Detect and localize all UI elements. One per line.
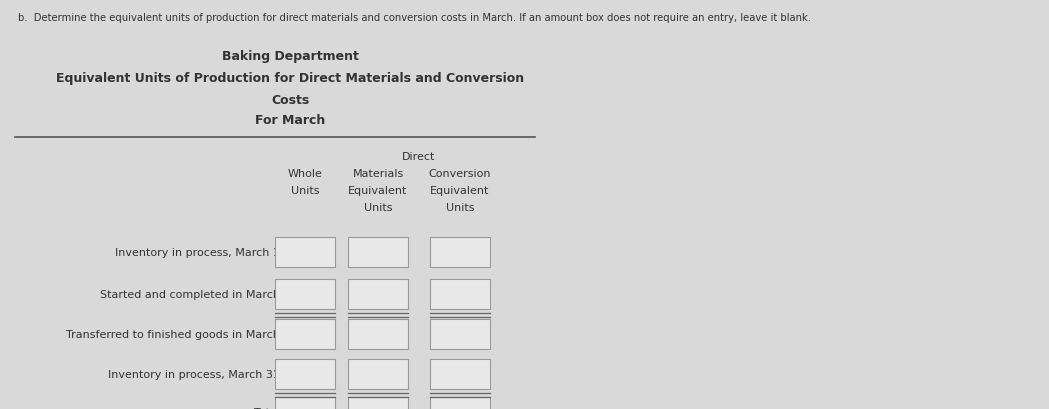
Text: Units: Units <box>364 202 392 213</box>
Text: Equivalent: Equivalent <box>430 186 490 196</box>
Bar <box>348 359 408 389</box>
Text: Total: Total <box>254 407 280 409</box>
Bar <box>348 237 408 267</box>
Text: Direct: Direct <box>403 152 435 162</box>
Text: Units: Units <box>446 202 474 213</box>
Text: Transferred to finished goods in March: Transferred to finished goods in March <box>66 329 280 339</box>
Text: Units: Units <box>291 186 319 196</box>
Bar <box>348 397 408 409</box>
Bar <box>348 319 408 349</box>
Text: Equivalent Units of Production for Direct Materials and Conversion: Equivalent Units of Production for Direc… <box>56 72 524 85</box>
Bar <box>348 279 408 309</box>
Bar <box>275 279 335 309</box>
Bar <box>430 279 490 309</box>
Text: Conversion: Conversion <box>429 169 491 179</box>
Text: Costs: Costs <box>271 94 309 107</box>
Bar <box>275 319 335 349</box>
Bar <box>275 359 335 389</box>
Bar <box>430 359 490 389</box>
Bar <box>430 397 490 409</box>
Text: Inventory in process, March 1: Inventory in process, March 1 <box>115 247 280 257</box>
Text: Whole: Whole <box>287 169 322 179</box>
Bar <box>430 319 490 349</box>
Bar <box>275 397 335 409</box>
Text: b.  Determine the equivalent units of production for direct materials and conver: b. Determine the equivalent units of pro… <box>18 13 811 23</box>
Bar <box>275 237 335 267</box>
Text: Materials: Materials <box>352 169 404 179</box>
Text: Inventory in process, March 31: Inventory in process, March 31 <box>108 369 280 379</box>
Text: Equivalent: Equivalent <box>348 186 408 196</box>
Text: Baking Department: Baking Department <box>221 50 359 63</box>
Text: For March: For March <box>255 114 325 127</box>
Text: Started and completed in March: Started and completed in March <box>100 289 280 299</box>
Bar <box>430 237 490 267</box>
